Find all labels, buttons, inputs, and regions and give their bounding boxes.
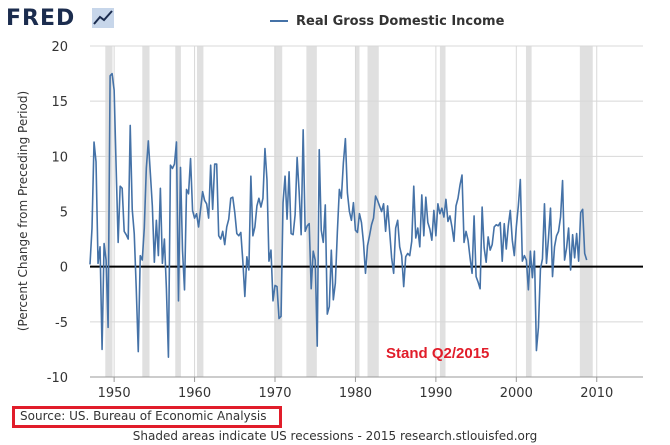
x-tick-label-1950: 1950 [98,386,131,401]
x-tick-label-1990: 1990 [419,386,452,401]
annotation-stand-date: Stand Q2/2015 [386,345,489,362]
x-tick-label-1980: 1980 [339,386,372,401]
y-tick-label-5: 5 [60,206,68,221]
legend-swatch [270,20,288,22]
footer-note[interactable]: Shaded areas indicate US recessions - 20… [132,429,538,443]
source-note[interactable]: Source: US. Bureau of Economic Analysis [20,409,267,423]
y-tick-label--10: -10 [47,371,68,386]
y-tick-label-10: 10 [51,150,68,165]
y-tick-label-20: 20 [51,40,68,55]
y-tick-label--5: -5 [55,316,68,331]
series-line-0 [89,72,588,358]
line-chart-icon [92,8,114,28]
series-layer [89,72,588,358]
y-tick-label-15: 15 [51,95,68,110]
chart-header: FRED Real Gross Domestic Income [0,0,670,42]
y-tick-label-0: 0 [60,261,68,276]
x-tick-label-1970: 1970 [258,386,291,401]
x-tick-label-2000: 2000 [500,386,533,401]
axis-layer: -10 -5 0 5 10 15 20 1950 1960 1970 1980 1990 2000 201… [47,40,643,401]
legend[interactable]: Real Gross Domestic Income [270,12,504,30]
y-axis-label: (Percent Change from Preceding Period) [16,91,30,331]
x-tick-label-1960: 1960 [178,386,211,401]
grid-layer [90,45,643,378]
source-highlight-box [12,406,282,428]
legend-label: Real Gross Domestic Income [296,13,505,29]
x-tick-label-2010: 2010 [580,386,613,401]
fred-logo[interactable]: FRED [6,6,76,31]
